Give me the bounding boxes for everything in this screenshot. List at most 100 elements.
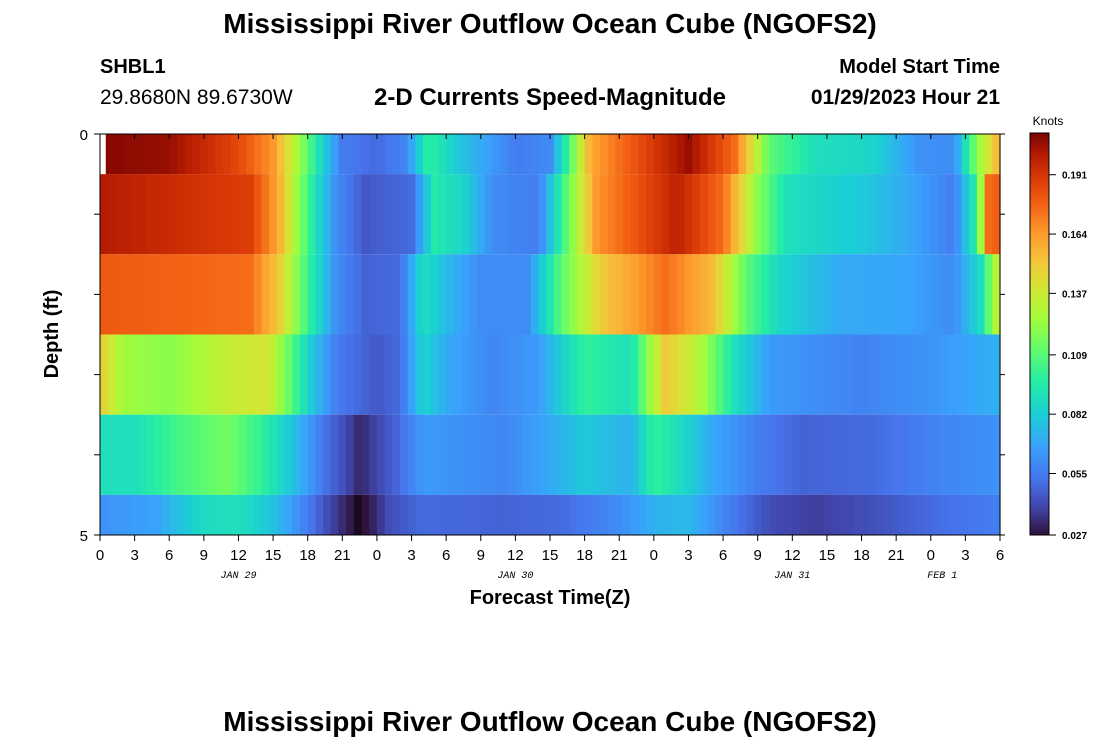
heatmap-cell [723, 254, 732, 335]
heatmap-cell [115, 254, 124, 335]
heatmap-cell [938, 334, 947, 415]
heatmap-cell [769, 334, 778, 415]
heatmap-cell [600, 254, 609, 335]
heatmap-cell [192, 174, 201, 255]
heatmap-cell [530, 334, 540, 415]
heatmap-cell [792, 134, 801, 175]
heatmap-cell [892, 334, 901, 415]
heatmap-cell [292, 414, 301, 495]
heatmap-cell [400, 254, 409, 335]
heatmap-cell [776, 494, 786, 535]
heatmap-cell [469, 334, 478, 415]
heatmap-cell [569, 414, 578, 495]
heatmap-cell [484, 494, 493, 535]
heatmap-cell [684, 334, 693, 415]
heatmap-cell [730, 494, 740, 535]
heatmap-cell [784, 494, 793, 535]
heatmap-cell [653, 254, 663, 335]
heatmap-cell [669, 414, 678, 495]
heatmap-cell [261, 174, 270, 255]
heatmap-cell [684, 254, 693, 335]
heatmap-cell [761, 134, 770, 175]
heatmap-cell [115, 494, 124, 535]
heatmap-cell [684, 174, 693, 255]
heatmap-cell [284, 174, 293, 255]
heatmap-cell [253, 174, 263, 255]
heatmap-cell [707, 494, 716, 535]
heatmap-cell [292, 254, 301, 335]
heatmap-cell [200, 414, 209, 495]
heatmap-cell [192, 414, 201, 495]
heatmap-cell [707, 134, 716, 175]
heatmap-cell [446, 494, 455, 535]
heatmap-cell [976, 334, 986, 415]
heatmap-cell [815, 494, 824, 535]
heatmap-cell [276, 414, 286, 495]
heatmap-cell [730, 414, 740, 495]
heatmap-cell [615, 494, 624, 535]
heatmap-cell [607, 494, 616, 535]
heatmap-cell [523, 174, 532, 255]
x-tick-label: 15 [265, 547, 282, 564]
x-tick-label: 0 [96, 547, 104, 564]
heatmap-cell [384, 134, 393, 175]
heatmap-cell [100, 334, 109, 415]
heatmap-cell [384, 414, 393, 495]
heatmap-cell [861, 174, 870, 255]
heatmap-cell [838, 414, 847, 495]
heatmap-cell [392, 174, 401, 255]
heatmap-cell [653, 134, 663, 175]
x-tick-label: 6 [996, 547, 1004, 564]
heatmap-cell [369, 134, 378, 175]
heatmap-cell [192, 334, 201, 415]
heatmap-cell [107, 254, 116, 335]
heatmap-cell [838, 174, 847, 255]
heatmap-cell [946, 414, 955, 495]
heatmap-cell [484, 134, 493, 175]
heatmap-cell [153, 254, 163, 335]
heatmap-cell [430, 254, 440, 335]
heatmap-cell [800, 134, 809, 175]
heatmap-cell [907, 134, 916, 175]
heatmap-cell [130, 254, 140, 335]
heatmap-cell [869, 494, 878, 535]
heatmap-cell [338, 134, 347, 175]
x-tick-label: 6 [165, 547, 173, 564]
heatmap-cell [961, 174, 970, 255]
heatmap-cell [707, 174, 716, 255]
heatmap-cell [446, 254, 455, 335]
heatmap-cell [723, 494, 732, 535]
heatmap-cell [392, 134, 401, 175]
heatmap-cell [207, 134, 216, 175]
heatmap-cell [984, 134, 993, 175]
heatmap-cell [876, 414, 886, 495]
heatmap-cell [830, 134, 840, 175]
heatmap-cell [700, 334, 709, 415]
heatmap-cell [338, 254, 347, 335]
heatmap-cell [484, 334, 493, 415]
heatmap-cell [315, 134, 324, 175]
heatmap-cell [776, 174, 786, 255]
heatmap-cell [238, 254, 247, 335]
heatmap-cell [153, 174, 163, 255]
heatmap-cell [669, 334, 678, 415]
x-tick-label: 18 [853, 547, 870, 564]
heatmap-cell [184, 254, 193, 335]
heatmap-cell [469, 134, 478, 175]
heatmap-cell [915, 334, 924, 415]
heatmap-cell [123, 414, 132, 495]
heatmap-cell [707, 254, 716, 335]
heatmap-cell [969, 494, 978, 535]
heatmap-cell [669, 174, 678, 255]
heatmap-cell [292, 494, 301, 535]
heatmap-cell [253, 334, 263, 415]
heatmap-cell [415, 414, 424, 495]
heatmap-cell [846, 494, 855, 535]
heatmap-cell [553, 334, 563, 415]
heatmap-cell [907, 334, 916, 415]
heatmap-cell [946, 494, 955, 535]
heatmap-cell [584, 414, 593, 495]
heatmap-cell [784, 134, 793, 175]
heatmap-cell [223, 414, 232, 495]
heatmap-cell [861, 254, 870, 335]
